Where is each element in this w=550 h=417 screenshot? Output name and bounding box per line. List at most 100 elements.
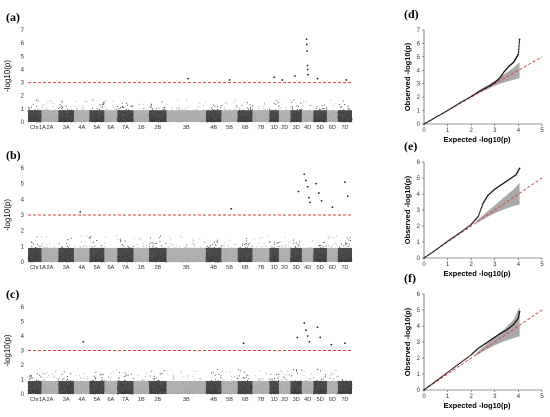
chromosome-1B: [133, 237, 150, 263]
chromosome-label: 5B: [226, 125, 233, 131]
snp-point: [274, 241, 276, 243]
snp-point: [156, 242, 158, 244]
snp-density-band: [58, 110, 74, 122]
chromosome-7B: [252, 102, 270, 123]
y-tick-label: 3: [21, 349, 25, 355]
panel-letter: (c): [6, 287, 19, 301]
snp-point: [63, 371, 65, 373]
snp-point: [178, 108, 180, 111]
snp-point: [349, 236, 351, 238]
snp-point: [229, 239, 231, 241]
snp-point: [40, 245, 42, 247]
snp-density-band: [205, 110, 222, 122]
snp-point: [54, 372, 56, 374]
snp-point: [53, 377, 56, 379]
snp-point: [155, 246, 157, 248]
snp-point: [66, 378, 68, 380]
snp-point: [102, 374, 104, 376]
snp-point: [76, 109, 78, 111]
snp-point: [341, 106, 343, 108]
chromosome-label: 2D: [281, 125, 288, 131]
snp-point: [61, 379, 63, 381]
chromosome-5D: [312, 241, 328, 263]
snp-point: [103, 103, 106, 105]
snp-density-band: [28, 247, 42, 262]
snp-point: [287, 244, 289, 246]
snp-point: [119, 238, 121, 240]
chromosome-3D: [289, 239, 303, 263]
snp-point: [82, 108, 84, 110]
snp-point: [239, 246, 241, 249]
significant-snp-point: [306, 64, 309, 67]
snp-point: [53, 246, 55, 248]
snp-point: [301, 105, 303, 107]
snp-point: [301, 109, 303, 111]
significant-snp-point: [230, 207, 233, 210]
snp-point: [347, 108, 349, 110]
snp-point: [268, 108, 271, 110]
y-tick-label: 6: [21, 166, 25, 172]
snp-point: [42, 373, 44, 375]
snp-density-band: [313, 110, 327, 122]
snp-point: [28, 107, 30, 109]
snp-point: [57, 107, 60, 109]
snp-point: [262, 106, 264, 108]
snp-point: [81, 241, 83, 243]
snp-point: [214, 106, 216, 108]
snp-point: [100, 374, 102, 376]
snp-point: [74, 105, 76, 108]
chromosome-label: 1D: [271, 265, 278, 271]
y-tick-label: 0: [21, 392, 25, 398]
panel-letter: (b): [6, 148, 21, 162]
snp-point: [253, 238, 255, 240]
snp-point: [84, 100, 86, 102]
snp-point: [289, 99, 291, 101]
snp-point: [150, 107, 152, 109]
snp-point: [235, 243, 237, 245]
snp-point: [279, 108, 281, 110]
y-tick-label: 6: [21, 41, 25, 47]
snp-density-band: [104, 110, 118, 122]
chromosome-label: 3A: [63, 265, 70, 271]
significant-snp-point: [346, 195, 349, 198]
snp-point: [251, 105, 253, 107]
snp-density-band: [252, 110, 270, 122]
chromosome-label: 6B: [242, 265, 249, 271]
y-tick-label: 2: [21, 363, 25, 369]
snp-point: [248, 242, 250, 245]
snp-point: [192, 240, 194, 243]
snp-point: [60, 246, 63, 248]
snp-point: [167, 246, 169, 248]
snp-point: [86, 235, 88, 237]
snp-point: [89, 237, 91, 240]
snp-point: [32, 243, 34, 245]
snp-point: [191, 243, 193, 245]
chromosome-label: 3D: [293, 125, 300, 131]
snp-density-band: [221, 110, 238, 122]
snp-point: [87, 376, 89, 378]
chromosome-7D: [337, 236, 353, 263]
snp-point: [289, 246, 291, 248]
chromosome-4A: [73, 100, 91, 123]
y-tick-label: 5: [21, 182, 25, 188]
snp-density-band: [104, 247, 118, 262]
snp-point: [87, 378, 89, 380]
snp-point: [327, 245, 329, 247]
snp-point: [336, 235, 338, 237]
chromosome-label: 4D: [304, 265, 311, 271]
snp-density-band: [117, 110, 134, 122]
snp-point: [284, 246, 287, 248]
chromosome-label: 4A: [78, 125, 85, 131]
snp-point: [315, 108, 318, 110]
chromosome-6A: [104, 235, 118, 263]
snp-point: [42, 378, 44, 380]
chromosome-5A: [89, 235, 105, 263]
snp-point: [94, 245, 96, 247]
snp-point: [86, 100, 88, 103]
snp-density-band: [252, 247, 270, 262]
snp-point: [288, 242, 290, 244]
chromosome-2A: [41, 236, 59, 263]
snp-point: [82, 245, 84, 248]
snp-point: [273, 243, 275, 245]
